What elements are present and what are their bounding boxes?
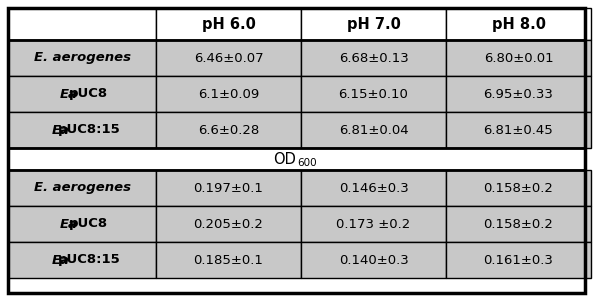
Text: 6.15±0.10: 6.15±0.10 <box>339 88 409 101</box>
Text: 6.6±0.28: 6.6±0.28 <box>198 123 259 136</box>
Text: Ea: Ea <box>52 253 69 266</box>
Bar <box>446 40 591 76</box>
Text: 6.81±0.45: 6.81±0.45 <box>484 123 553 136</box>
Bar <box>156 170 301 206</box>
Bar <box>301 242 446 278</box>
Text: pH 7.0: pH 7.0 <box>346 17 400 32</box>
Text: 6.81±0.04: 6.81±0.04 <box>339 123 409 136</box>
Bar <box>156 242 301 278</box>
Text: 6.95±0.33: 6.95±0.33 <box>483 88 553 101</box>
Text: Ea: Ea <box>60 88 78 101</box>
Bar <box>156 112 301 148</box>
Text: E. aerogenes: E. aerogenes <box>33 182 130 194</box>
Text: 0.158±0.2: 0.158±0.2 <box>483 182 553 194</box>
Bar <box>446 206 591 242</box>
Text: OD: OD <box>273 151 296 166</box>
Text: pUC8:15: pUC8:15 <box>58 123 120 136</box>
Bar <box>446 112 591 148</box>
Bar <box>8 76 156 112</box>
Text: 0.185±0.1: 0.185±0.1 <box>193 253 263 266</box>
Bar <box>301 40 446 76</box>
Text: 600: 600 <box>297 157 317 167</box>
Text: 6.1±0.09: 6.1±0.09 <box>198 88 259 101</box>
Text: 0.173 ±0.2: 0.173 ±0.2 <box>336 218 410 231</box>
Bar <box>446 170 591 206</box>
Text: 6.46±0.07: 6.46±0.07 <box>194 51 263 64</box>
Bar <box>301 170 446 206</box>
Bar <box>301 112 446 148</box>
Bar <box>301 206 446 242</box>
Bar <box>8 148 585 170</box>
Text: pUC8: pUC8 <box>69 218 109 231</box>
Bar <box>8 40 156 76</box>
Bar <box>8 8 156 40</box>
Bar <box>156 76 301 112</box>
Text: pUC8: pUC8 <box>69 88 109 101</box>
Text: 0.158±0.2: 0.158±0.2 <box>483 218 553 231</box>
Bar <box>156 206 301 242</box>
Text: E. aerogenes: E. aerogenes <box>33 51 130 64</box>
Bar <box>156 8 301 40</box>
Text: pH 8.0: pH 8.0 <box>492 17 546 32</box>
Bar <box>301 76 446 112</box>
Text: 0.146±0.3: 0.146±0.3 <box>339 182 409 194</box>
Text: Ea: Ea <box>52 123 69 136</box>
Bar <box>446 76 591 112</box>
Bar <box>8 170 156 206</box>
Text: 6.80±0.01: 6.80±0.01 <box>484 51 553 64</box>
Bar <box>301 8 446 40</box>
Bar <box>8 242 156 278</box>
Text: 6.68±0.13: 6.68±0.13 <box>339 51 409 64</box>
Text: 0.197±0.1: 0.197±0.1 <box>193 182 263 194</box>
Bar <box>156 40 301 76</box>
Text: 0.140±0.3: 0.140±0.3 <box>339 253 409 266</box>
Text: pUC8:15: pUC8:15 <box>58 253 120 266</box>
Text: Ea: Ea <box>60 218 78 231</box>
Bar <box>446 242 591 278</box>
Text: 0.205±0.2: 0.205±0.2 <box>193 218 263 231</box>
Bar <box>8 206 156 242</box>
Text: 0.161±0.3: 0.161±0.3 <box>483 253 553 266</box>
Text: pH 6.0: pH 6.0 <box>202 17 256 32</box>
Bar <box>8 112 156 148</box>
Bar <box>446 8 591 40</box>
